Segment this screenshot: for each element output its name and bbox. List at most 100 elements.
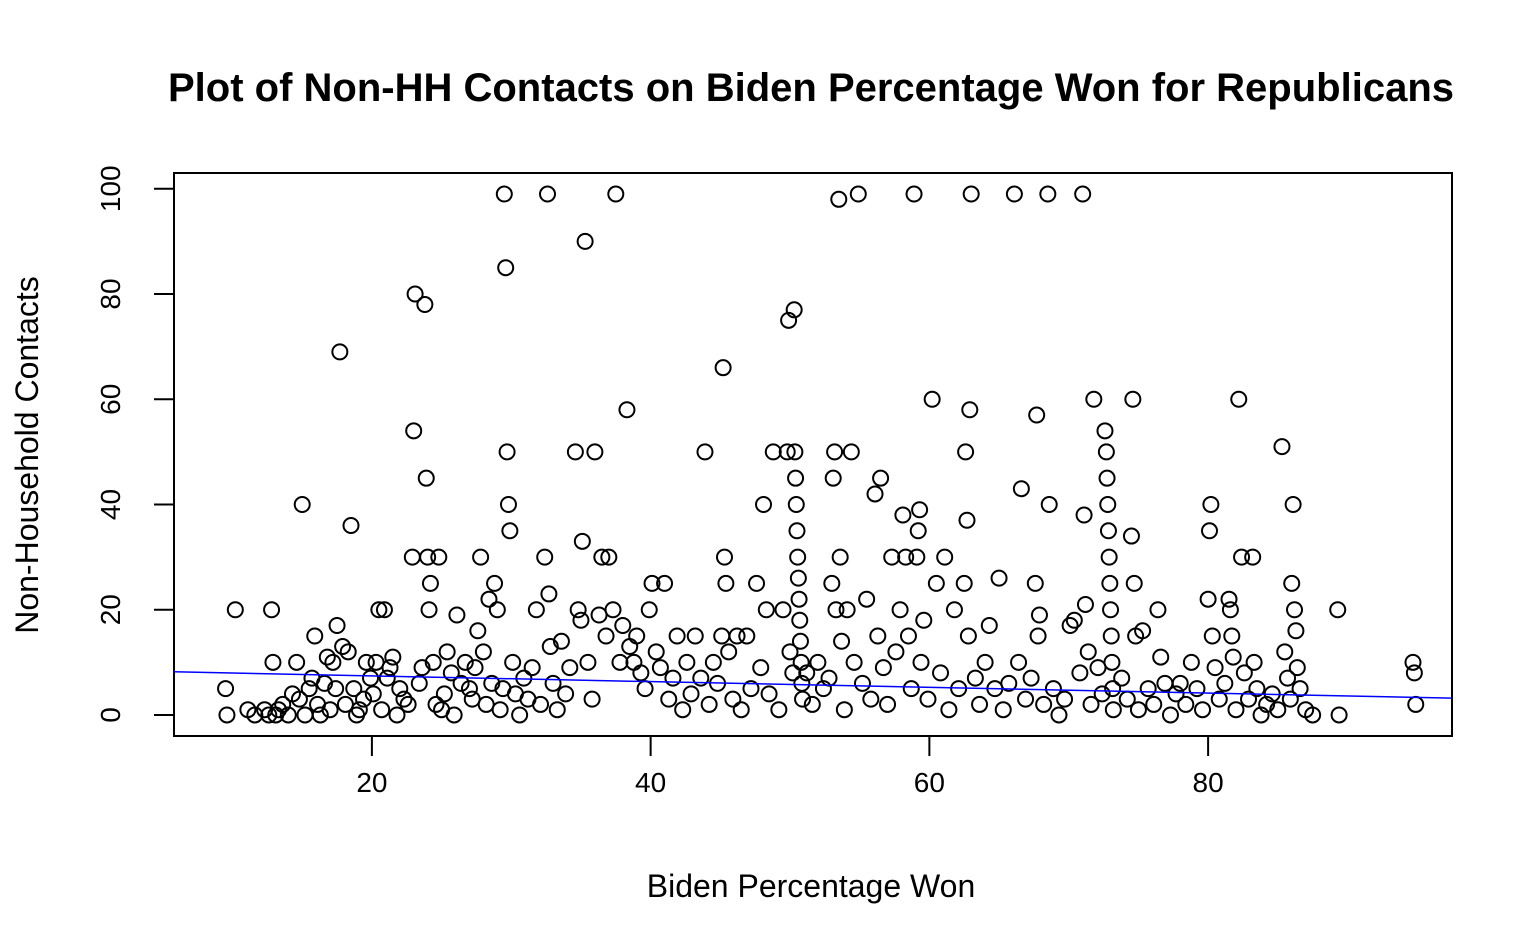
data-point	[668, 627, 686, 645]
data-point	[787, 469, 805, 487]
data-point	[872, 469, 890, 487]
data-point	[940, 701, 958, 719]
data-point	[919, 690, 937, 708]
data-point	[246, 706, 264, 724]
data-point	[905, 185, 923, 203]
data-point	[474, 643, 492, 661]
data-point	[445, 706, 463, 724]
data-point	[1149, 601, 1167, 619]
data-point	[1035, 695, 1053, 713]
data-point	[318, 648, 336, 666]
data-point	[311, 706, 329, 724]
x-tick-label: 80	[1193, 767, 1224, 798]
x-axis: 20 40 60 80	[356, 735, 1224, 798]
data-point	[1104, 701, 1122, 719]
data-point	[1276, 643, 1294, 661]
data-point	[406, 285, 424, 303]
data-point	[1030, 606, 1048, 624]
data-point	[532, 695, 550, 713]
data-point	[664, 669, 682, 687]
data-point	[448, 606, 466, 624]
data-point	[355, 690, 373, 708]
data-point	[891, 601, 909, 619]
data-point	[678, 653, 696, 671]
data-point	[853, 674, 871, 692]
data-point	[293, 495, 311, 513]
data-point	[1405, 664, 1423, 682]
data-point	[760, 685, 778, 703]
data-point	[1005, 185, 1023, 203]
data-point	[1221, 601, 1239, 619]
data-point	[1082, 695, 1100, 713]
data-point	[791, 611, 809, 629]
data-point	[370, 601, 388, 619]
data-point	[1044, 680, 1062, 698]
data-point	[1404, 653, 1422, 671]
data-point	[498, 443, 516, 461]
data-point	[883, 548, 901, 566]
data-point	[994, 701, 1012, 719]
data-point	[324, 653, 342, 671]
data-point	[1182, 653, 1200, 671]
data-point	[300, 680, 318, 698]
data-point	[435, 685, 453, 703]
data-point	[1245, 653, 1263, 671]
data-point	[573, 532, 591, 550]
data-point	[830, 190, 848, 208]
data-point	[566, 443, 584, 461]
data-point	[692, 669, 710, 687]
data-point	[798, 664, 816, 682]
data-point	[757, 601, 775, 619]
data-point	[456, 653, 474, 671]
data-point	[1177, 695, 1195, 713]
data-point	[1079, 643, 1097, 661]
data-point	[1199, 590, 1217, 608]
data-point	[720, 643, 738, 661]
data-point	[1304, 706, 1322, 724]
data-point	[274, 695, 292, 713]
data-point	[1244, 548, 1262, 566]
y-tick-label: 100	[95, 165, 126, 212]
data-point	[647, 643, 665, 661]
data-point	[373, 701, 391, 719]
data-point	[1407, 695, 1425, 713]
data-point	[339, 643, 357, 661]
data-point	[1065, 611, 1083, 629]
data-point	[501, 522, 519, 540]
y-tick-label: 60	[95, 384, 126, 415]
data-point	[874, 659, 892, 677]
data-point	[270, 701, 288, 719]
data-point	[417, 469, 435, 487]
data-point	[491, 701, 509, 719]
data-point	[780, 311, 798, 329]
data-point	[1252, 706, 1270, 724]
data-point	[961, 401, 979, 419]
data-point	[632, 664, 650, 682]
data-point	[378, 669, 396, 687]
data-point	[1098, 469, 1116, 487]
data-point	[499, 495, 517, 513]
data-point	[1224, 648, 1242, 666]
data-point	[835, 701, 853, 719]
data-point	[264, 653, 282, 671]
data-point	[1061, 617, 1079, 635]
data-point	[430, 548, 448, 566]
data-point	[915, 611, 933, 629]
data-point	[1220, 590, 1238, 608]
data-point	[1167, 685, 1185, 703]
data-point	[636, 680, 654, 698]
data-point	[395, 690, 413, 708]
data-point	[945, 601, 963, 619]
data-point	[345, 680, 363, 698]
data-point	[1099, 522, 1117, 540]
data-point	[497, 259, 515, 277]
data-point	[742, 680, 760, 698]
data-point	[716, 548, 734, 566]
data-point	[1099, 495, 1117, 513]
data-point	[1291, 680, 1309, 698]
data-point	[1039, 185, 1057, 203]
data-point	[748, 574, 766, 592]
data-point	[1103, 653, 1121, 671]
data-point	[785, 301, 803, 319]
data-point	[833, 632, 851, 650]
